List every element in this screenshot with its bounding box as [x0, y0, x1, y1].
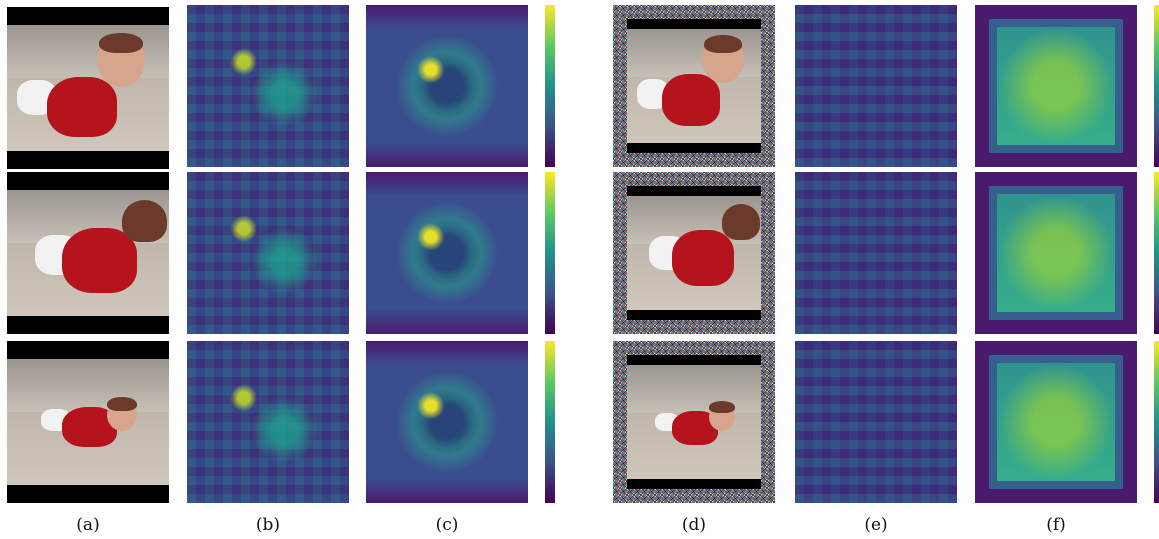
colorbar-c-row1 — [545, 5, 555, 167]
heatmap-f-row3 — [975, 341, 1137, 503]
frame-d-row2 — [613, 172, 775, 334]
heatmap-e-row3 — [795, 341, 957, 503]
caption-c: (c) — [435, 515, 459, 535]
caption-f: (f) — [1046, 515, 1066, 535]
frame-d-row3 — [613, 341, 775, 503]
heatmap-e-row2 — [795, 172, 957, 334]
heatmap-f-row1 — [975, 5, 1137, 167]
heatmap-b-row3 — [187, 341, 349, 503]
caption-a: (a) — [76, 515, 100, 535]
caption-e: (e) — [864, 515, 888, 535]
heatmap-c-row3 — [366, 341, 528, 503]
frame-d-row1 — [613, 5, 775, 167]
colorbar-c-row2 — [545, 172, 555, 334]
frame-a-row3 — [7, 341, 169, 503]
caption-d: (d) — [681, 515, 707, 535]
caption-b: (b) — [255, 515, 281, 535]
colorbar-f-row1 — [1154, 5, 1159, 167]
heatmap-b-row1 — [187, 5, 349, 167]
heatmap-c-row2 — [366, 172, 528, 334]
colorbar-f-row3 — [1154, 341, 1159, 503]
colorbar-c-row3 — [545, 341, 555, 503]
heatmap-e-row1 — [795, 5, 957, 167]
heatmap-c-row1 — [366, 5, 528, 167]
heatmap-b-row2 — [187, 172, 349, 334]
frame-a-row1 — [7, 7, 169, 169]
colorbar-f-row2 — [1154, 172, 1159, 334]
heatmap-f-row2 — [975, 172, 1137, 334]
frame-a-row2 — [7, 172, 169, 334]
